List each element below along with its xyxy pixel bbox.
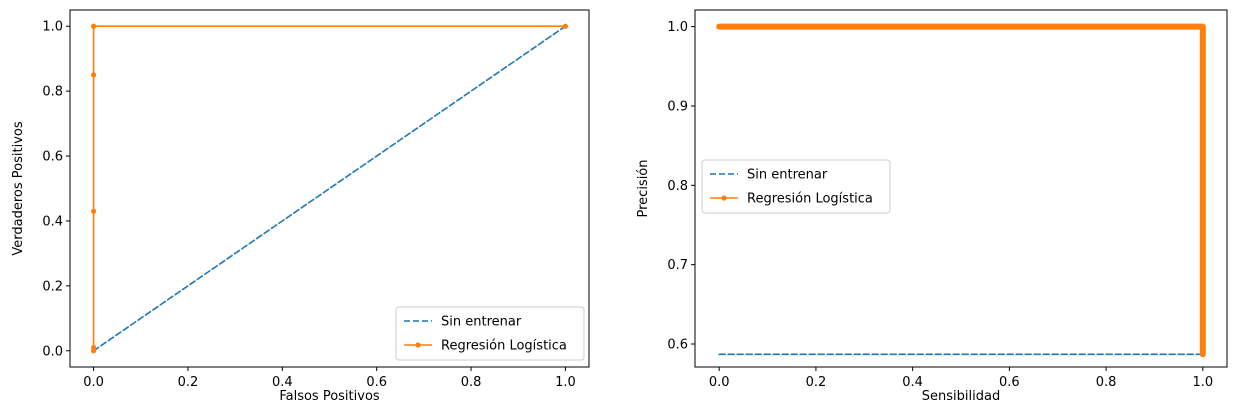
x-tick-label: 0.0 — [83, 375, 104, 390]
legend-label: Sin entrenar — [747, 168, 828, 183]
x-tick-label: 1.0 — [555, 375, 576, 390]
legend-box — [395, 306, 585, 361]
y-axis-label: Verdaderos Positivos — [11, 121, 26, 255]
y-tick-label: 0.7 — [667, 258, 688, 273]
x-tick-label: 0.2 — [178, 375, 199, 390]
legend-box — [701, 159, 891, 214]
series-point — [562, 23, 569, 29]
x-tick-label: 0.4 — [902, 375, 923, 390]
x-tick-label: 0.8 — [461, 375, 482, 390]
y-tick-label: 0.6 — [42, 150, 63, 165]
y-tick-label: 0.6 — [667, 337, 688, 352]
series-line — [92, 25, 567, 352]
x-tick-label: 0.6 — [999, 375, 1020, 390]
roc-chart: 0.0 0.2 0.4 0.6 0.8 1.0 0.0 0.2 0.4 0.6 0.8 1.0 Fals… — [11, 9, 590, 404]
y-tick-label: 0.9 — [667, 99, 688, 114]
legend: Sin entrenar Regresión Logística — [701, 159, 891, 214]
x-tick-label: 0.2 — [806, 375, 827, 390]
series-point — [90, 23, 97, 29]
legend: Sin entrenar Regresión Logística — [395, 306, 585, 361]
x-axis-label: Sensibilidad — [922, 389, 1000, 404]
x-tick-label: 1.0 — [1192, 375, 1213, 390]
x-tick-label: 0.0 — [709, 375, 730, 390]
legend-label: Regresión Logística — [747, 192, 873, 207]
series-point — [90, 344, 97, 351]
series-line — [716, 23, 1206, 358]
y-axis-label: Precisión — [636, 159, 651, 217]
x-tick-label: 0.8 — [1096, 375, 1117, 390]
x-tick-label: 0.6 — [366, 375, 387, 390]
y-tick-label: 0.0 — [42, 344, 63, 359]
legend-label: Sin entrenar — [441, 315, 522, 330]
series-point — [90, 72, 97, 78]
series-point — [90, 208, 97, 214]
legend-marker — [415, 342, 421, 348]
y-tick-label: 0.8 — [667, 179, 688, 194]
y-tick-label: 1.0 — [42, 20, 63, 35]
legend-label: Regresión Logística — [441, 339, 567, 354]
y-tick-label: 1.0 — [667, 20, 688, 35]
y-tick-label: 0.8 — [42, 85, 63, 100]
y-tick-label: 0.4 — [42, 214, 63, 229]
y-tick-label: 0.2 — [42, 279, 63, 294]
precision-recall-chart: 0.0 0.2 0.4 0.6 0.8 1.0 0.6 0.7 0.8 0.9 1.0 Sensibi… — [636, 9, 1228, 404]
x-tick-label: 0.4 — [272, 375, 293, 390]
legend-marker — [721, 195, 727, 201]
x-axis-label: Falsos Positivos — [279, 389, 380, 404]
